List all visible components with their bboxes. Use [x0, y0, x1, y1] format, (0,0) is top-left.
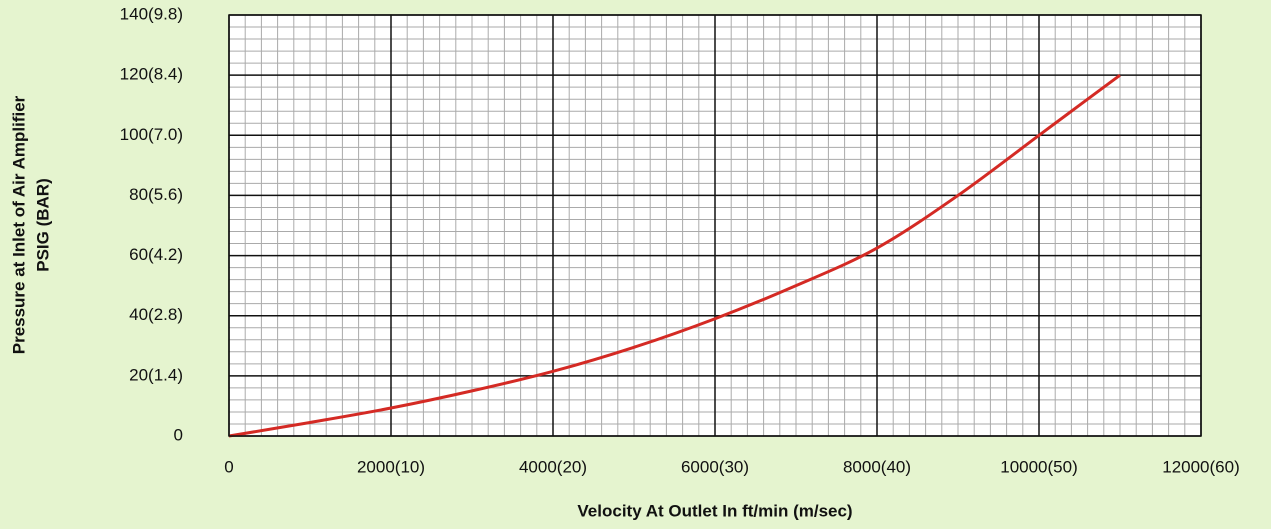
- y-axis-label: Pressure at Inlet of Air Amplifier: [9, 95, 28, 354]
- data-line: [228, 73, 1121, 438]
- x-tick-label: 4000(20): [519, 457, 587, 476]
- x-tick-label: 8000(40): [843, 457, 911, 476]
- y-tick-label: 120(8.4): [120, 65, 183, 84]
- x-tick-label: 2000(10): [357, 457, 425, 476]
- x-tick-label: 12000(60): [1162, 457, 1240, 476]
- y-axis-label: PSIG (BAR): [33, 178, 52, 272]
- x-tick-label: 10000(50): [1000, 457, 1078, 476]
- y-tick-label: 0: [174, 425, 183, 444]
- y-tick-label: 140(9.8): [120, 4, 183, 23]
- y-tick-label: 40(2.8): [129, 305, 183, 324]
- y-tick-label: 20(1.4): [129, 365, 183, 384]
- y-tick-label: 60(4.2): [129, 245, 183, 264]
- grid: [228, 14, 1202, 437]
- x-tick-label: 0: [224, 457, 233, 476]
- x-tick-label: 6000(30): [681, 457, 749, 476]
- plot-border: [228, 14, 1202, 437]
- x-axis-label: Velocity At Outlet In ft/min (m/sec): [577, 501, 852, 520]
- y-tick-label: 80(5.6): [129, 185, 183, 204]
- y-tick-label: 100(7.0): [120, 125, 183, 144]
